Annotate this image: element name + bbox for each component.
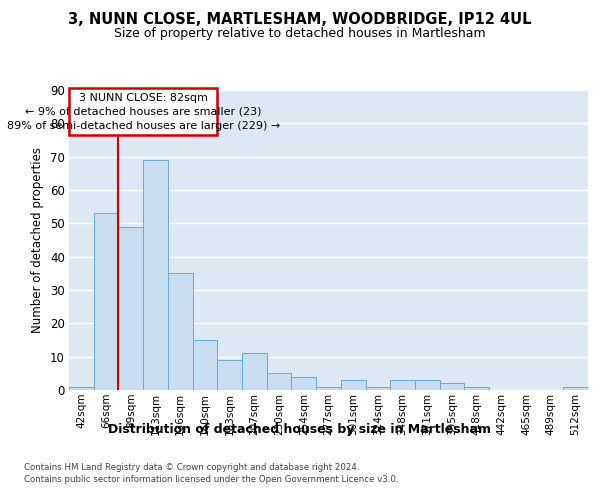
Text: Contains HM Land Registry data © Crown copyright and database right 2024.: Contains HM Land Registry data © Crown c… [24, 464, 359, 472]
Bar [69, 386, 94, 390]
Bar [267, 374, 292, 390]
Bar [292, 376, 316, 390]
Bar [242, 354, 267, 390]
Bar [143, 160, 168, 390]
Y-axis label: Number of detached properties: Number of detached properties [31, 147, 44, 333]
Text: Distribution of detached houses by size in Martlesham: Distribution of detached houses by size … [109, 422, 491, 436]
Bar [118, 226, 143, 390]
Text: Size of property relative to detached houses in Martlesham: Size of property relative to detached ho… [114, 28, 486, 40]
Bar [94, 214, 118, 390]
Bar [563, 386, 588, 390]
Text: 3 NUNN CLOSE: 82sqm
← 9% of detached houses are smaller (23)
89% of semi-detache: 3 NUNN CLOSE: 82sqm ← 9% of detached hou… [7, 92, 280, 130]
Bar [415, 380, 440, 390]
Text: 3, NUNN CLOSE, MARTLESHAM, WOODBRIDGE, IP12 4UL: 3, NUNN CLOSE, MARTLESHAM, WOODBRIDGE, I… [68, 12, 532, 28]
Bar [464, 386, 489, 390]
Bar [316, 386, 341, 390]
Bar [440, 384, 464, 390]
Bar [217, 360, 242, 390]
FancyBboxPatch shape [69, 88, 217, 135]
Bar [193, 340, 217, 390]
Bar [390, 380, 415, 390]
Bar [168, 274, 193, 390]
Bar [365, 386, 390, 390]
Bar [341, 380, 365, 390]
Text: Contains public sector information licensed under the Open Government Licence v3: Contains public sector information licen… [24, 475, 398, 484]
